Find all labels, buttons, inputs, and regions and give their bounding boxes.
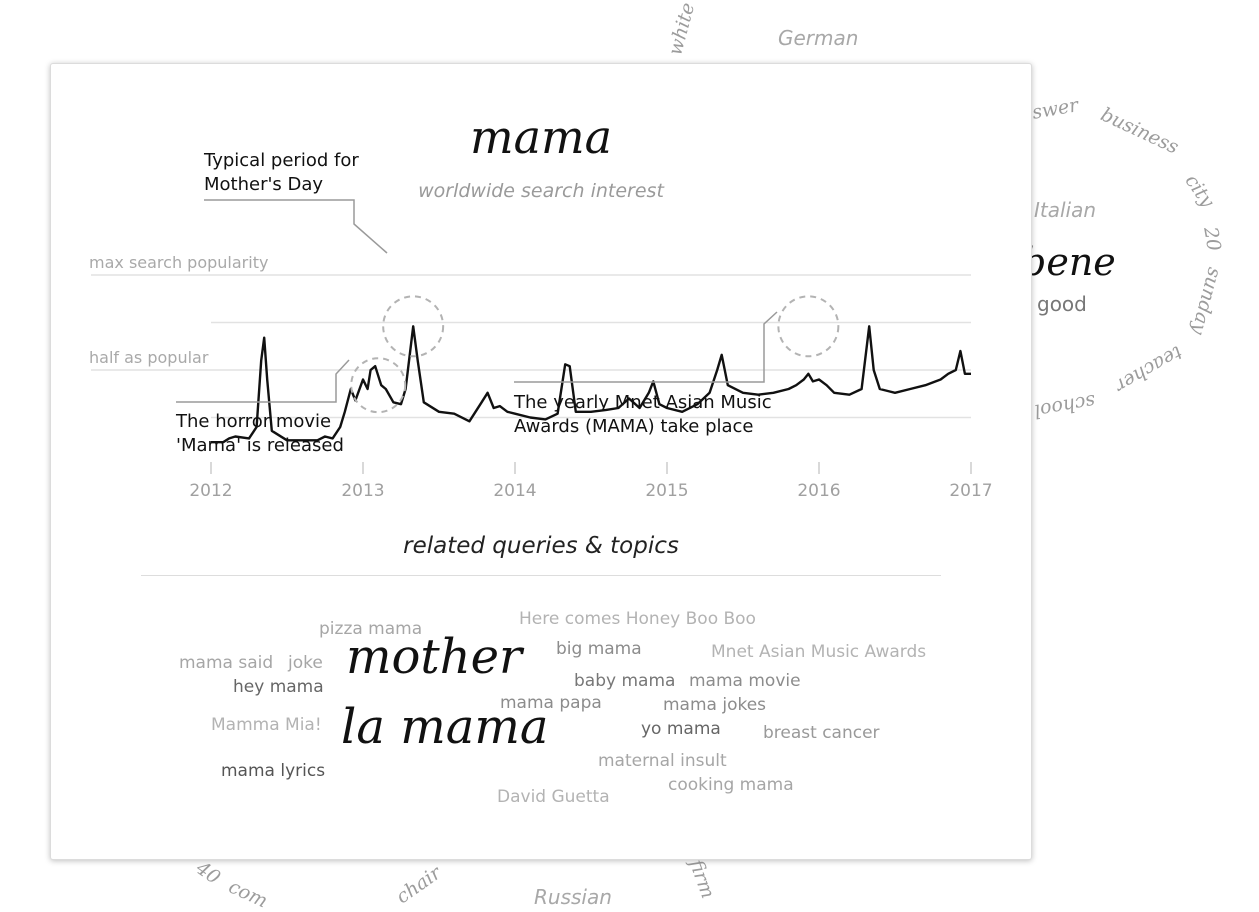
x-tick-label: 2016 (797, 481, 840, 501)
related-term[interactable]: joke (288, 653, 323, 673)
half-popular-label: half as popular (89, 348, 209, 367)
bg-language-italian: Italian (1034, 198, 1097, 222)
related-term[interactable]: mama jokes (663, 695, 767, 715)
mama-awards-circle (777, 295, 840, 358)
related-term[interactable]: yo mama (641, 719, 721, 739)
search-interest-chart: max search popularity half as popular 2012… (89, 150, 993, 501)
mama-awards-callout-line (514, 311, 778, 383)
bg-ring-word: sunday (1186, 265, 1226, 337)
related-term[interactable]: mama movie (689, 671, 801, 691)
bg-ring-word: 20 (1199, 225, 1226, 253)
subtitle: worldwide search interest (418, 180, 664, 202)
related-term[interactable]: Mamma Mia! (211, 715, 322, 735)
annotation-text: 'Mama' is released (176, 435, 344, 456)
series-line (211, 325, 971, 444)
related-term[interactable]: mama lyrics (221, 761, 326, 781)
search-interest-card: mama worldwide search interest max searc… (50, 63, 1032, 860)
horror-movie-circle (350, 357, 407, 414)
related-term[interactable]: baby mama (574, 671, 676, 691)
related-term[interactable]: hey mama (233, 677, 324, 697)
related-term[interactable]: Here comes Honey Boo Boo (519, 609, 756, 629)
bg-ring-word: com (225, 875, 271, 912)
x-tick-label: 2014 (493, 481, 536, 501)
bg-ring-word: white (664, 0, 700, 58)
page-title: mama (469, 110, 613, 164)
annotation-text: Mother's Day (204, 174, 323, 195)
bg-ring-word: 40 (191, 857, 225, 889)
x-tick-label: 2015 (645, 481, 688, 501)
related-term[interactable]: pizza mama (319, 619, 423, 639)
x-tick-label: 2017 (949, 481, 992, 501)
bg-translation-word: bene (1022, 240, 1116, 284)
bg-language-russian: Russian (534, 885, 612, 909)
bg-translation-meaning: good (1037, 292, 1087, 316)
related-term[interactable]: mama papa (500, 693, 602, 713)
horror-movie-callout-line (176, 359, 350, 403)
related-heading: related queries & topics (403, 533, 679, 559)
related-term[interactable]: David Guetta (497, 787, 610, 807)
bg-language-german: German (778, 26, 859, 50)
x-tick-label: 2013 (341, 481, 384, 501)
mothers-day-callout-line (204, 199, 388, 254)
related-term[interactable]: Mnet Asian Music Awards (711, 642, 927, 662)
bg-ring-word: school (1032, 389, 1098, 423)
bg-ring-word: swer (1030, 94, 1080, 124)
bg-ring-word: business (1097, 103, 1182, 159)
related-term[interactable]: mother (346, 629, 522, 685)
bg-ring-word: teacher (1111, 341, 1187, 397)
annotation-text: Typical period for (203, 150, 359, 171)
mothers-day-circle (382, 295, 445, 358)
related-term[interactable]: cooking mama (668, 775, 794, 795)
bg-ring-word: chair (392, 861, 446, 909)
related-term[interactable]: big mama (556, 639, 642, 659)
annotation-text: Awards (MAMA) take place (514, 416, 754, 437)
related-term[interactable]: la mama (341, 699, 549, 755)
max-popularity-label: max search popularity (89, 253, 268, 272)
related-term[interactable]: breast cancer (763, 723, 880, 743)
related-term[interactable]: maternal insult (598, 751, 727, 771)
x-tick-label: 2012 (189, 481, 232, 501)
annotation-text: The yearly Mnet Asian Music (513, 392, 772, 413)
related-divider (141, 575, 941, 576)
annotation-text: The horror movie (175, 411, 331, 432)
related-term[interactable]: mama said (179, 653, 274, 673)
bg-ring-word: firm (684, 856, 720, 902)
bg-ring-word: city (1180, 170, 1219, 212)
